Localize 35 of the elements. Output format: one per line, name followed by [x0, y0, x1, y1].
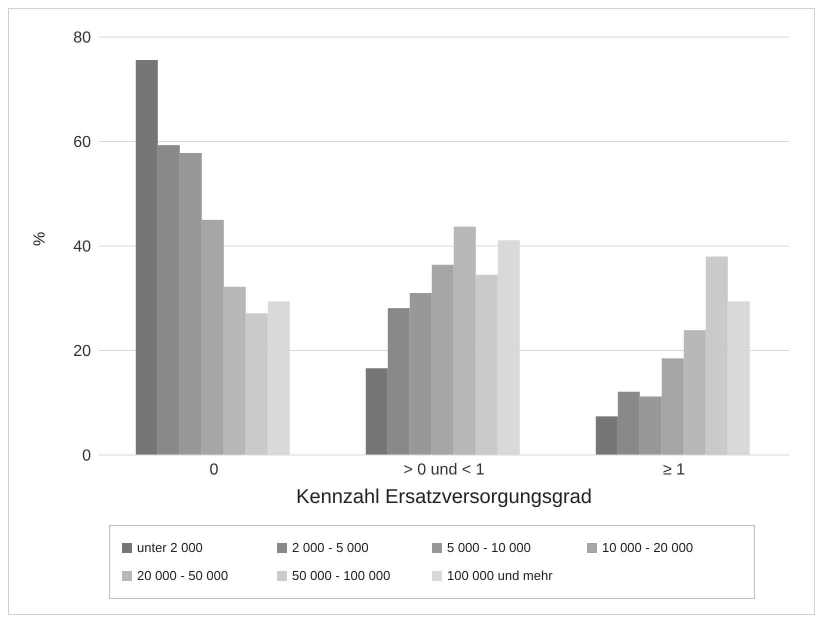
bar: [476, 274, 498, 455]
y-axis-title: %: [32, 232, 49, 246]
bar: [158, 145, 180, 455]
legend-label: 100 000 und mehr: [447, 567, 553, 585]
bar: [618, 392, 640, 455]
x-tick-label: 0: [210, 461, 219, 478]
bar: [202, 220, 224, 455]
y-tick-label: 80: [73, 30, 92, 47]
x-tick-label: > 0 und < 1: [404, 461, 485, 478]
x-axis-title: Kennzahl Ersatzversorgungsgrad: [296, 486, 592, 508]
legend-label: 2 000 - 5 000: [292, 539, 369, 557]
bar: [454, 226, 476, 455]
y-tick-label: 40: [73, 238, 92, 256]
x-tick-label: ≥ 1: [662, 461, 686, 478]
bar: [388, 308, 410, 455]
bar: [224, 286, 246, 455]
bar: [366, 368, 388, 455]
y-tick-label: 0: [82, 448, 92, 465]
bar: [596, 416, 618, 455]
legend-label: 20 000 - 50 000: [137, 567, 228, 585]
legend-label: 50 000 - 100 000: [292, 567, 390, 585]
bar: [410, 293, 432, 455]
y-tick-label: 60: [73, 134, 92, 152]
bar: [706, 256, 728, 455]
legend-label: 5 000 - 10 000: [447, 539, 531, 557]
y-tick-label: 20: [73, 343, 92, 360]
bar: [432, 264, 454, 455]
bar: [640, 396, 662, 455]
bar: [180, 152, 202, 455]
bar: [136, 60, 158, 455]
bar: [246, 313, 268, 455]
bar: [684, 330, 706, 455]
bar: [662, 358, 684, 455]
legend-label: unter 2 000: [137, 539, 203, 557]
legend-label: 10 000 - 20 000: [602, 539, 694, 557]
